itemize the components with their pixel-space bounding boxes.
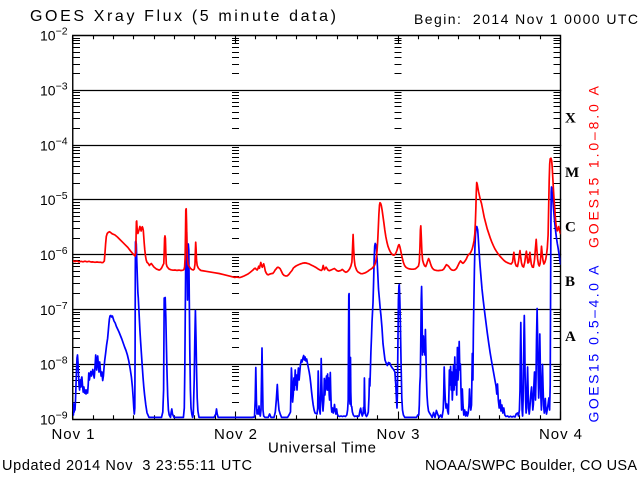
svg-text:Nov 3: Nov 3 (377, 426, 420, 443)
svg-text:C: C (565, 220, 576, 236)
svg-text:NOAA/SWPC Boulder, CO USA: NOAA/SWPC Boulder, CO USA (425, 458, 637, 474)
svg-text:GOES15 1.0–8.0 A: GOES15 1.0–8.0 A (586, 85, 602, 248)
svg-text:Nov 2: Nov 2 (214, 426, 257, 443)
svg-text:GOES15 0.5–4.0 A: GOES15 0.5–4.0 A (586, 265, 602, 423)
svg-text:B: B (565, 274, 575, 290)
svg-text:M: M (565, 165, 579, 181)
svg-text:Universal Time: Universal Time (268, 440, 376, 457)
svg-text:A: A (565, 329, 576, 345)
svg-text:Begin: 2014 Nov 1 0000 UTC: Begin: 2014 Nov 1 0000 UTC (414, 11, 638, 27)
svg-text:Nov 1: Nov 1 (52, 426, 95, 443)
svg-text:X: X (565, 111, 576, 127)
svg-text:Nov 4: Nov 4 (539, 426, 582, 443)
svg-text:Updated 2014 Nov 3 23:55:11 U: Updated 2014 Nov 3 23:55:11 UTC (2, 458, 252, 474)
